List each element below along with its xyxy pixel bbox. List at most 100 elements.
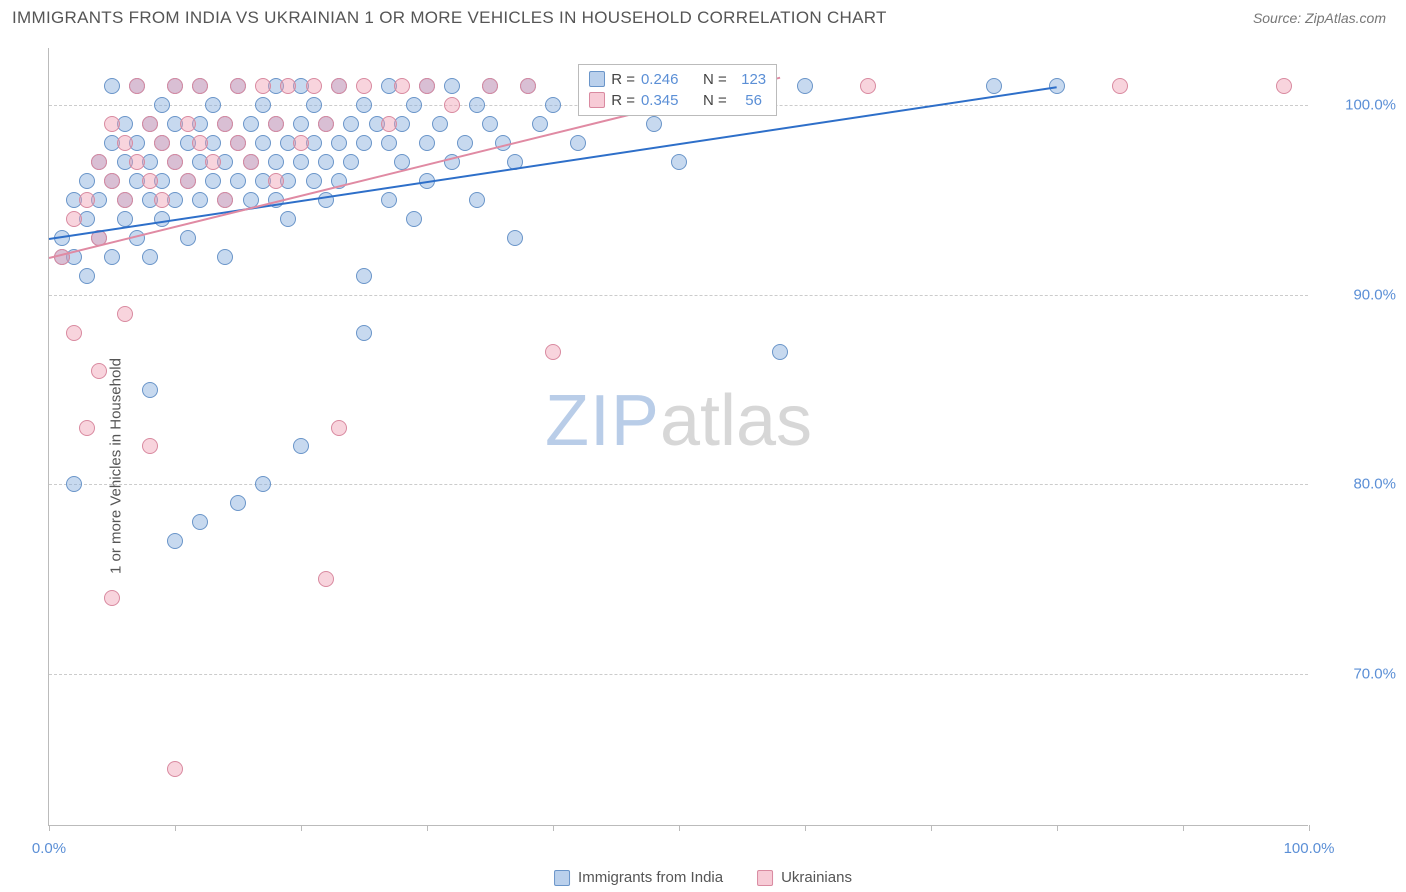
stats-legend-row: R = 0.246 N = 123 [589, 69, 766, 90]
data-point [180, 116, 196, 132]
data-point [444, 78, 460, 94]
gridline [49, 484, 1308, 485]
data-point [167, 761, 183, 777]
ytick-label: 70.0% [1316, 666, 1396, 683]
data-point [154, 192, 170, 208]
data-point [331, 135, 347, 151]
xtick-mark [301, 825, 302, 831]
data-point [520, 78, 536, 94]
data-point [406, 97, 422, 113]
data-point [772, 344, 788, 360]
data-point [217, 249, 233, 265]
data-point [154, 211, 170, 227]
stats-legend: R = 0.246 N = 123R = 0.345 N = 56 [578, 64, 777, 116]
data-point [381, 135, 397, 151]
legend-item-india: Immigrants from India [554, 869, 723, 886]
data-point [66, 211, 82, 227]
data-point [419, 78, 435, 94]
r-value: 0.246 [641, 71, 679, 88]
chart-source: Source: ZipAtlas.com [1253, 10, 1386, 26]
data-point [356, 325, 372, 341]
swatch-icon [589, 92, 605, 108]
data-point [167, 154, 183, 170]
data-point [356, 268, 372, 284]
data-point [545, 97, 561, 113]
n-value: 123 [733, 71, 766, 88]
data-point [117, 211, 133, 227]
data-point [318, 571, 334, 587]
data-point [104, 116, 120, 132]
xtick-label: 100.0% [1284, 840, 1335, 857]
ytick-label: 80.0% [1316, 476, 1396, 493]
data-point [142, 116, 158, 132]
data-point [66, 476, 82, 492]
data-point [318, 192, 334, 208]
gridline [49, 295, 1308, 296]
n-label: N = [703, 92, 727, 109]
data-point [192, 192, 208, 208]
data-point [192, 135, 208, 151]
n-label: N = [703, 71, 727, 88]
data-point [381, 192, 397, 208]
data-point [381, 116, 397, 132]
data-point [293, 116, 309, 132]
swatch-icon [589, 71, 605, 87]
data-point [293, 438, 309, 454]
data-point [646, 116, 662, 132]
data-point [482, 116, 498, 132]
watermark-part2: atlas [660, 381, 812, 461]
data-point [243, 154, 259, 170]
data-point [230, 495, 246, 511]
data-point [205, 97, 221, 113]
data-point [394, 78, 410, 94]
legend-item-ukraine: Ukrainians [757, 869, 852, 886]
data-point [129, 78, 145, 94]
r-label: R = [611, 71, 635, 88]
data-point [268, 154, 284, 170]
data-point [243, 116, 259, 132]
data-point [331, 420, 347, 436]
gridline [49, 674, 1308, 675]
data-point [532, 116, 548, 132]
stats-legend-row: R = 0.345 N = 56 [589, 90, 766, 111]
data-point [79, 268, 95, 284]
data-point [671, 154, 687, 170]
data-point [545, 344, 561, 360]
data-point [306, 173, 322, 189]
data-point [507, 230, 523, 246]
swatch-icon [554, 870, 570, 886]
data-point [79, 420, 95, 436]
data-point [91, 363, 107, 379]
data-point [154, 135, 170, 151]
xtick-mark [1183, 825, 1184, 831]
data-point [469, 192, 485, 208]
legend-label: Ukrainians [781, 869, 852, 886]
data-point [255, 476, 271, 492]
data-point [142, 249, 158, 265]
xtick-mark [1309, 825, 1310, 831]
data-point [142, 382, 158, 398]
xtick-mark [49, 825, 50, 831]
data-point [469, 97, 485, 113]
data-point [217, 116, 233, 132]
data-point [230, 173, 246, 189]
data-point [293, 154, 309, 170]
data-point [255, 97, 271, 113]
legend-label: Immigrants from India [578, 869, 723, 886]
data-point [432, 116, 448, 132]
data-point [142, 438, 158, 454]
data-point [117, 135, 133, 151]
data-point [457, 135, 473, 151]
data-point [142, 173, 158, 189]
xtick-label: 0.0% [32, 840, 66, 857]
data-point [343, 116, 359, 132]
data-point [192, 78, 208, 94]
data-point [280, 78, 296, 94]
data-point [104, 78, 120, 94]
data-point [129, 154, 145, 170]
data-point [167, 533, 183, 549]
data-point [419, 135, 435, 151]
data-point [117, 306, 133, 322]
xtick-mark [175, 825, 176, 831]
plot-area: ZIPatlas 70.0%80.0%90.0%100.0%0.0%100.0%… [48, 48, 1308, 826]
